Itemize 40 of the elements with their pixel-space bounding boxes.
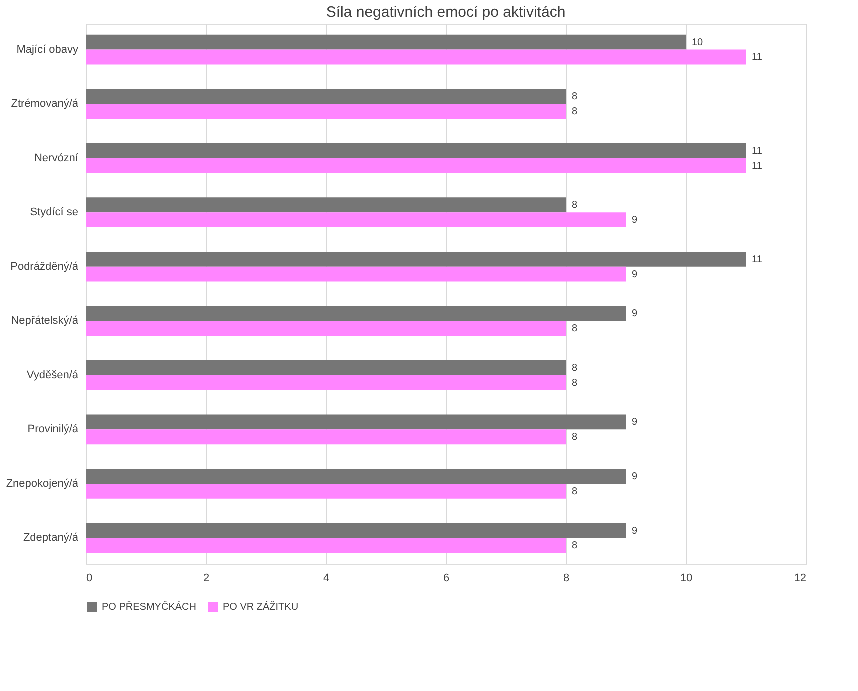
data-label: 9 xyxy=(632,215,638,226)
x-tick-label: 0 xyxy=(86,572,93,584)
data-label: 8 xyxy=(572,200,578,212)
y-tick-label: Podrážděný/á xyxy=(10,260,80,273)
data-label: 9 xyxy=(632,471,638,482)
data-label: 8 xyxy=(572,486,578,498)
y-tick-label: Mající obavy xyxy=(16,44,79,56)
data-label: 11 xyxy=(752,146,763,157)
x-tick-label: 6 xyxy=(443,572,450,584)
data-label: 11 xyxy=(752,52,763,64)
data-label: 11 xyxy=(752,160,763,172)
data-label: 8 xyxy=(572,432,578,444)
x-tick-label: 4 xyxy=(323,572,330,584)
x-tick-label: 8 xyxy=(563,572,570,584)
data-label: 11 xyxy=(752,254,763,266)
data-label: 8 xyxy=(572,362,578,374)
chart-title: Síla negativních emocí po aktivitách xyxy=(326,4,566,21)
data-label: 9 xyxy=(632,308,638,320)
legend-label: PO PŘESMYČKÁCH xyxy=(102,601,196,613)
data-label: 9 xyxy=(632,269,638,280)
y-tick-label: Stydící se xyxy=(30,206,78,219)
y-tick-label: Znepokojený/á xyxy=(6,478,80,490)
x-tick-label: 12 xyxy=(794,572,806,584)
data-label: 8 xyxy=(572,106,578,118)
data-label: 9 xyxy=(632,417,638,428)
x-tick-label: 10 xyxy=(680,572,693,584)
x-tick-label: 2 xyxy=(203,572,210,584)
data-label: 8 xyxy=(572,92,578,103)
y-tick-label: Provinilý/á xyxy=(28,424,80,436)
y-tick-label: Nervózní xyxy=(34,152,80,164)
data-label: 10 xyxy=(692,37,704,48)
data-label: 8 xyxy=(572,540,578,552)
y-tick-label: Zdeptaný/á xyxy=(23,532,80,544)
y-tick-label: Nepřátelský/á xyxy=(11,315,80,328)
y-tick-label: Ztrémovaný/á xyxy=(11,98,80,110)
legend-label: PO VR ZÁŽITKU xyxy=(223,601,299,613)
data-label: 8 xyxy=(572,378,578,389)
y-tick-label: Vyděšen/á xyxy=(26,369,80,382)
data-label: 9 xyxy=(632,526,638,537)
data-label: 8 xyxy=(572,324,578,335)
